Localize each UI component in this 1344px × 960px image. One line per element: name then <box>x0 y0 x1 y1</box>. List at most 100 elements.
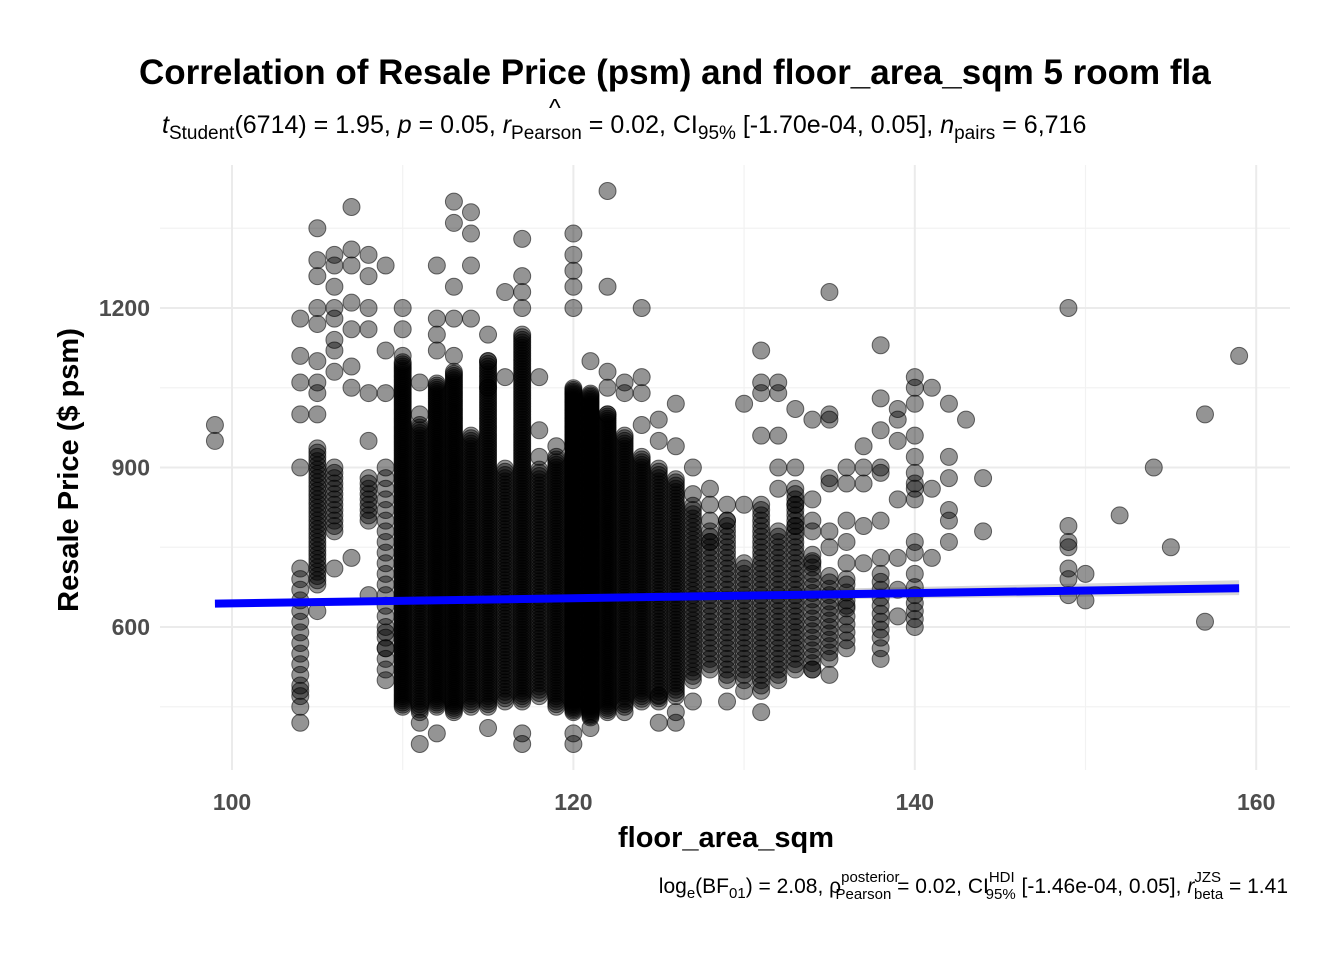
data-point <box>700 479 719 498</box>
data-point <box>974 469 993 488</box>
data-point <box>820 538 839 557</box>
ci-sub: 95% <box>698 123 736 144</box>
data-point <box>939 394 958 413</box>
data-point <box>308 267 327 286</box>
data-point <box>786 612 805 631</box>
data-point <box>376 639 395 658</box>
data-point <box>393 299 412 317</box>
data-point <box>1059 559 1078 578</box>
data-point <box>291 676 310 695</box>
data-point <box>683 501 702 520</box>
data-point <box>752 516 771 535</box>
data-point <box>905 602 924 621</box>
n-symbol: n <box>940 111 954 139</box>
data-point <box>410 405 429 424</box>
data-point <box>410 373 429 392</box>
data-point <box>410 713 429 732</box>
points-layer <box>205 182 1249 753</box>
data-point <box>871 463 890 482</box>
data-point <box>905 490 924 509</box>
rho-sup: posterior <box>841 869 899 886</box>
data-point <box>820 649 839 668</box>
data-point <box>205 431 224 450</box>
data-point <box>854 458 873 477</box>
data-point <box>769 373 788 392</box>
data-point <box>530 368 549 387</box>
data-point <box>427 256 446 275</box>
data-point <box>939 532 958 551</box>
data-point <box>905 394 924 413</box>
data-point <box>479 352 498 371</box>
data-point <box>700 511 719 530</box>
data-point <box>598 378 617 397</box>
data-point <box>666 713 685 732</box>
data-point <box>564 277 583 296</box>
data-point <box>359 245 378 264</box>
data-point <box>359 495 378 514</box>
rho: ρ <box>829 875 841 898</box>
ci-value: [-1.70e-04, 0.05], <box>736 111 940 139</box>
data-point <box>444 346 463 365</box>
data-point <box>786 501 805 520</box>
data-point <box>837 532 856 551</box>
data-point <box>325 245 344 264</box>
data-point <box>291 458 310 477</box>
data-point <box>888 548 907 567</box>
data-point <box>871 336 890 355</box>
data-point <box>871 458 890 477</box>
data-point <box>564 299 583 317</box>
data-point <box>683 692 702 711</box>
data-point <box>598 277 617 296</box>
data-point <box>308 384 327 403</box>
grid <box>160 165 1290 770</box>
bf: (BF <box>695 875 729 898</box>
data-point <box>769 426 788 445</box>
r-symbol: r <box>1187 875 1195 898</box>
data-point <box>820 566 839 585</box>
data-point <box>718 692 737 711</box>
data-point <box>718 538 737 557</box>
log: log <box>659 875 687 898</box>
data-point <box>359 299 378 317</box>
data-point <box>1059 532 1078 551</box>
data-point <box>598 405 617 424</box>
data-point <box>325 495 344 514</box>
data-point <box>513 299 532 317</box>
data-point <box>598 362 617 381</box>
data-point <box>1195 405 1214 424</box>
data-point <box>479 325 498 344</box>
data-point <box>939 501 958 520</box>
data-point <box>700 495 719 514</box>
data-point <box>786 532 805 551</box>
data-point <box>666 437 685 456</box>
data-point <box>1059 516 1078 535</box>
data-point <box>291 623 310 642</box>
t-value: = 1.95, <box>307 111 398 139</box>
r-hat: ^ <box>549 94 561 122</box>
data-point <box>325 330 344 349</box>
data-point <box>615 703 634 722</box>
log-sub: e <box>687 885 695 902</box>
data-point <box>359 485 378 504</box>
data-point <box>922 479 941 498</box>
data-point <box>683 458 702 477</box>
data-point <box>581 384 600 403</box>
data-point <box>718 548 737 567</box>
data-point <box>444 213 463 232</box>
r-symbol: r <box>503 111 513 139</box>
data-point <box>837 570 856 589</box>
data-point <box>752 426 771 445</box>
data-point <box>581 719 600 738</box>
y-tick-label: 1200 <box>99 295 150 321</box>
data-point <box>461 203 480 222</box>
data-point <box>888 400 907 419</box>
data-point <box>342 548 361 567</box>
t-symbol: t <box>162 111 170 139</box>
data-point <box>461 224 480 243</box>
data-point <box>427 325 446 344</box>
data-point <box>342 197 361 216</box>
data-point <box>564 734 583 753</box>
bf-sub: 01 <box>729 885 746 902</box>
data-point <box>376 384 395 403</box>
